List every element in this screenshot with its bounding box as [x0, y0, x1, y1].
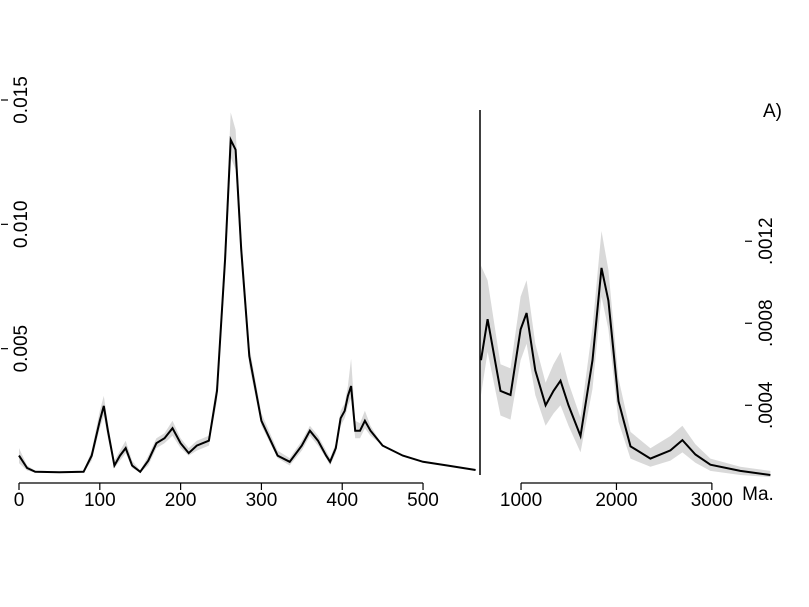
x-tick-label: 3000: [691, 490, 733, 511]
density-line: [480, 267, 771, 476]
y-tick-label: .0008: [756, 299, 777, 347]
panel-label: A): [763, 101, 782, 122]
x-tick-label: 2000: [595, 490, 637, 511]
x-tick-label: 500: [407, 490, 439, 511]
y-tick-label: 0.005: [11, 325, 32, 373]
y-tick-label: 0.015: [11, 76, 32, 124]
x-tick-label: 0: [14, 490, 25, 511]
y-tick-label: .0012: [756, 217, 777, 265]
confidence-band: [19, 112, 476, 473]
x-axis-label: Ma.: [742, 484, 774, 505]
x-tick-label: 1000: [500, 490, 542, 511]
density-line: [18, 135, 476, 474]
x-tick-label: 200: [165, 490, 197, 511]
x-tick-label: 100: [84, 490, 116, 511]
x-tick-label: 400: [326, 490, 358, 511]
y-tick-label: 0.010: [11, 201, 32, 249]
x-tick-label: 300: [246, 490, 278, 511]
confidence-band: [481, 231, 771, 478]
y-tick-label: .0004: [756, 381, 777, 429]
